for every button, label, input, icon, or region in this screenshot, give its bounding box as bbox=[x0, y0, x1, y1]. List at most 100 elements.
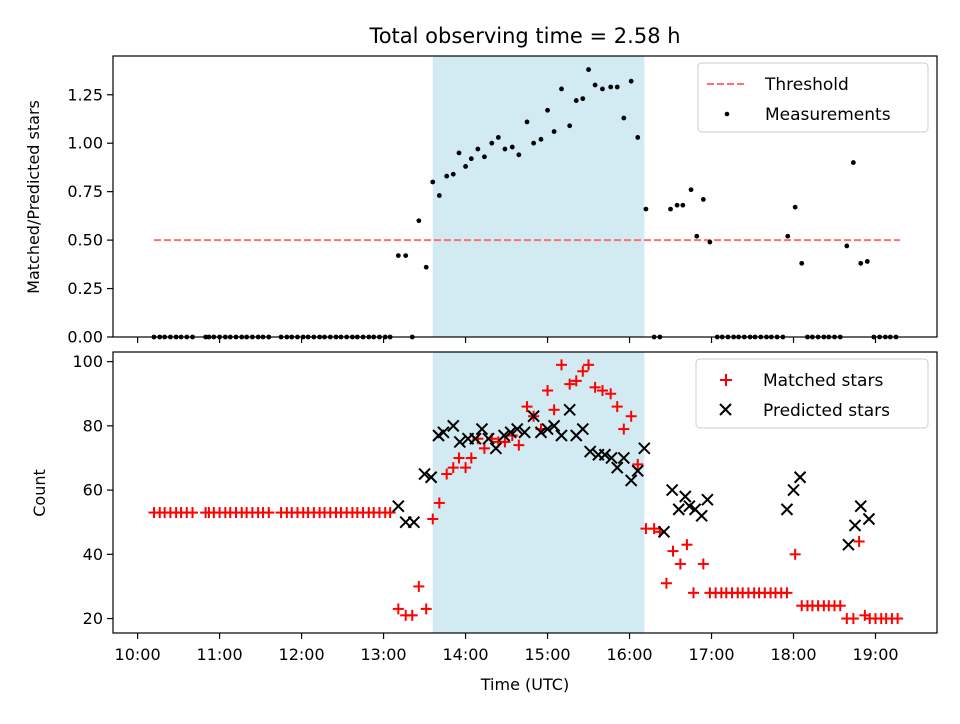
measurement-point bbox=[858, 260, 864, 266]
matched-star-point bbox=[681, 539, 693, 551]
y-tick-label: 20 bbox=[83, 609, 103, 628]
top-legend: Threshold Measurements bbox=[697, 62, 929, 133]
predicted-star-point bbox=[683, 499, 696, 513]
measurement-point bbox=[614, 84, 620, 90]
predicted-star-point bbox=[497, 429, 511, 442]
matched-star-point bbox=[548, 404, 560, 416]
predicted-star-point bbox=[518, 426, 531, 439]
top-legend-box bbox=[697, 62, 929, 133]
y-tick-label: 1.00 bbox=[67, 134, 103, 153]
measurement-points bbox=[151, 67, 899, 340]
measurement-point bbox=[621, 115, 627, 121]
predicted-star-point bbox=[695, 509, 708, 522]
measurement-point bbox=[416, 218, 422, 224]
x-tick-label: 12:00 bbox=[279, 645, 325, 664]
matched-star-point bbox=[447, 462, 459, 474]
predicted-star-point bbox=[598, 448, 612, 461]
matched-star-point bbox=[555, 359, 567, 371]
measurement-point bbox=[495, 134, 501, 140]
matched-star-point bbox=[596, 385, 608, 397]
predicted-star-point bbox=[787, 483, 800, 497]
legend-predicted-label: Predicted stars bbox=[763, 401, 890, 421]
x-axis-label: Time (UTC) bbox=[480, 675, 569, 694]
measurement-point bbox=[694, 233, 700, 239]
legend-matched-label: Matched stars bbox=[763, 371, 883, 391]
matched-star-point bbox=[499, 436, 511, 448]
measurement-point bbox=[482, 154, 487, 160]
measurement-point bbox=[785, 233, 791, 239]
matched-star-point bbox=[648, 523, 660, 535]
measurement-point bbox=[799, 260, 805, 266]
predicted-star-point bbox=[679, 490, 692, 503]
measurement-point bbox=[489, 140, 495, 146]
matched-star-point bbox=[625, 410, 637, 422]
top-axes-frame bbox=[112, 55, 938, 338]
predicted-star-point bbox=[541, 422, 554, 436]
measurement-point bbox=[592, 82, 598, 88]
predicted-star-point bbox=[793, 471, 807, 484]
measurement-point bbox=[643, 206, 649, 212]
matched-star-point bbox=[611, 401, 623, 413]
predicted-star-point bbox=[418, 467, 431, 481]
legend-measurements-swatch bbox=[724, 111, 730, 117]
matched-star-point bbox=[667, 545, 679, 557]
measurement-point bbox=[524, 119, 530, 125]
y-tick-label: 60 bbox=[83, 481, 103, 500]
measurement-point bbox=[580, 96, 586, 102]
chart-title: Total observing time = 2.58 h bbox=[368, 24, 680, 48]
measurement-point bbox=[430, 179, 436, 185]
measurement-point bbox=[502, 146, 508, 152]
predicted-star-point bbox=[862, 512, 876, 526]
bottom-legend-box bbox=[695, 358, 929, 429]
measurement-point bbox=[844, 243, 850, 249]
x-tick-label: 16:00 bbox=[606, 645, 652, 664]
measurement-point bbox=[628, 78, 634, 84]
y-tick-label: 100 bbox=[72, 352, 103, 371]
x-tick-label: 13:00 bbox=[361, 645, 407, 664]
measurement-point bbox=[475, 146, 481, 152]
top-y-axis-label: Matched/Predicted stars bbox=[24, 100, 43, 294]
measurement-point bbox=[559, 86, 564, 92]
observing-window-shade bbox=[432, 56, 645, 337]
y-tick-label: 0.75 bbox=[67, 182, 103, 201]
measurement-point bbox=[864, 259, 870, 264]
matched-star-point bbox=[789, 548, 801, 560]
measurement-point bbox=[545, 107, 550, 113]
y-tick-label: 40 bbox=[83, 545, 103, 564]
legend-predicted-swatch bbox=[719, 403, 732, 416]
bottom-legend: Matched stars Predicted stars bbox=[695, 358, 929, 429]
matched-star-point bbox=[853, 535, 865, 547]
predicted-star-point bbox=[482, 432, 495, 445]
measurement-point bbox=[444, 173, 450, 179]
measurement-point bbox=[395, 253, 401, 259]
measurement-point bbox=[403, 253, 409, 259]
matched-stars-points bbox=[148, 359, 904, 625]
predicted-star-point bbox=[475, 422, 489, 436]
matched-star-point bbox=[453, 452, 465, 464]
predicted-star-point bbox=[511, 422, 524, 436]
measurement-point bbox=[668, 206, 673, 212]
measurement-point bbox=[531, 140, 537, 146]
measurement-point bbox=[567, 123, 573, 129]
predicted-star-point bbox=[617, 451, 631, 465]
matched-star-point bbox=[697, 558, 709, 570]
y-tick-label: 0.50 bbox=[67, 231, 103, 250]
predicted-star-point bbox=[842, 538, 855, 551]
measurement-point bbox=[463, 164, 468, 169]
measurement-point bbox=[456, 150, 462, 156]
observing-window-shade bbox=[432, 352, 645, 633]
bottom-panel: 20 40 60 80 100 10:00 11:00 12:00 13:00 14:00 15:… bbox=[30, 351, 938, 694]
measurement-point bbox=[538, 136, 544, 142]
matched-star-point bbox=[384, 507, 396, 519]
predicted-star-point bbox=[407, 515, 421, 529]
predicted-star-point bbox=[611, 461, 624, 474]
matched-star-point bbox=[513, 439, 525, 451]
measurement-point bbox=[635, 134, 641, 140]
matched-star-point bbox=[478, 442, 490, 454]
x-tick-label: 18:00 bbox=[770, 645, 816, 664]
legend-matched-swatch bbox=[720, 374, 732, 386]
y-tick-label: 1.25 bbox=[67, 85, 103, 104]
measurement-point bbox=[586, 67, 591, 72]
matched-star-point bbox=[392, 603, 404, 615]
